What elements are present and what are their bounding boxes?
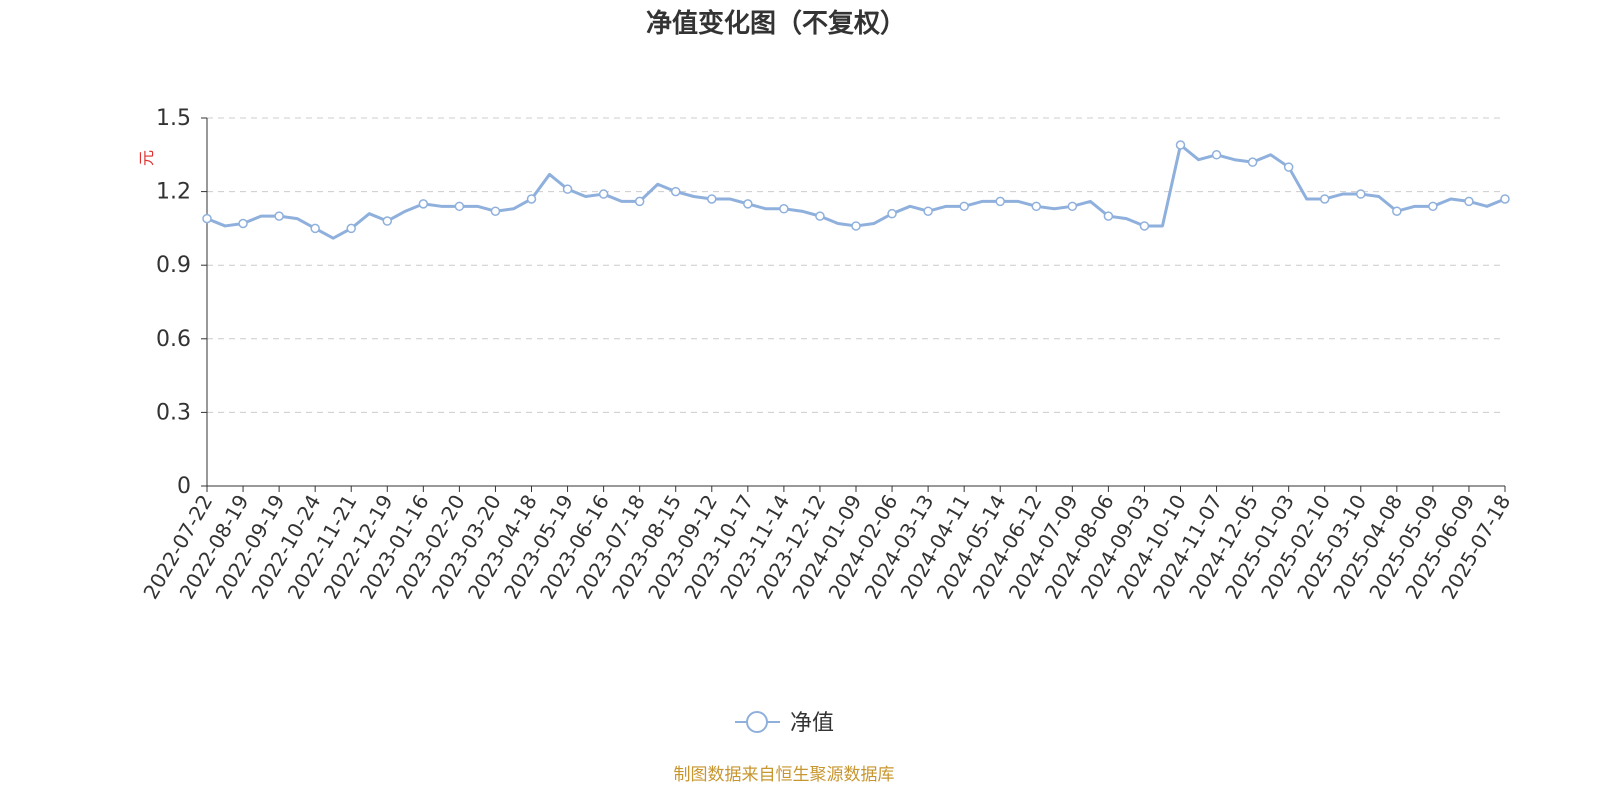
point-marker (670, 186, 681, 197)
y-tick-label: 1.2 (156, 180, 191, 205)
point-marker (346, 223, 356, 234)
point-marker (274, 211, 284, 221)
source-note: 制图数据来自恒生聚源数据库 (674, 765, 895, 785)
point-marker (1283, 162, 1294, 172)
point-marker (454, 201, 465, 212)
point-marker (1428, 201, 1438, 212)
y-tick-label: 0.9 (156, 253, 191, 278)
point-marker (490, 206, 501, 216)
point-marker (1031, 201, 1042, 212)
point-marker (743, 199, 753, 209)
point-marker (526, 194, 537, 204)
point-marker (851, 221, 861, 231)
point-marker (562, 184, 573, 194)
point-marker (707, 194, 717, 204)
point-marker (1103, 211, 1114, 221)
point-marker (1356, 189, 1366, 199)
point-marker (1500, 194, 1510, 204)
legend-label: 净值 (790, 711, 834, 736)
point-marker (815, 211, 825, 221)
y-tick-label: 0.3 (156, 400, 191, 425)
point-marker (959, 201, 969, 212)
point-marker (1247, 157, 1258, 167)
legend-marker (746, 711, 768, 733)
point-marker (634, 196, 645, 207)
y-tick-label: 0 (177, 474, 191, 499)
point-marker (238, 218, 248, 229)
point-marker (887, 208, 897, 219)
chart-title: 净值变化图（不复权） (646, 8, 906, 39)
y-tick-label: 1.5 (156, 106, 191, 131)
point-marker (1139, 221, 1150, 231)
point-marker (598, 189, 609, 199)
point-marker (202, 213, 212, 224)
point-marker (1211, 150, 1222, 160)
point-marker (779, 204, 789, 214)
point-marker (1067, 201, 1078, 212)
point-marker (1464, 196, 1474, 207)
y-axis-label: 元 (137, 150, 156, 166)
point-marker (1392, 206, 1402, 216)
point-marker (995, 196, 1005, 207)
point-marker (310, 223, 320, 234)
point-marker (923, 206, 933, 216)
y-tick-label: 0.6 (156, 327, 191, 352)
point-marker (1175, 140, 1186, 150)
point-marker (1319, 194, 1330, 204)
point-marker (418, 199, 429, 209)
point-marker (382, 216, 393, 226)
